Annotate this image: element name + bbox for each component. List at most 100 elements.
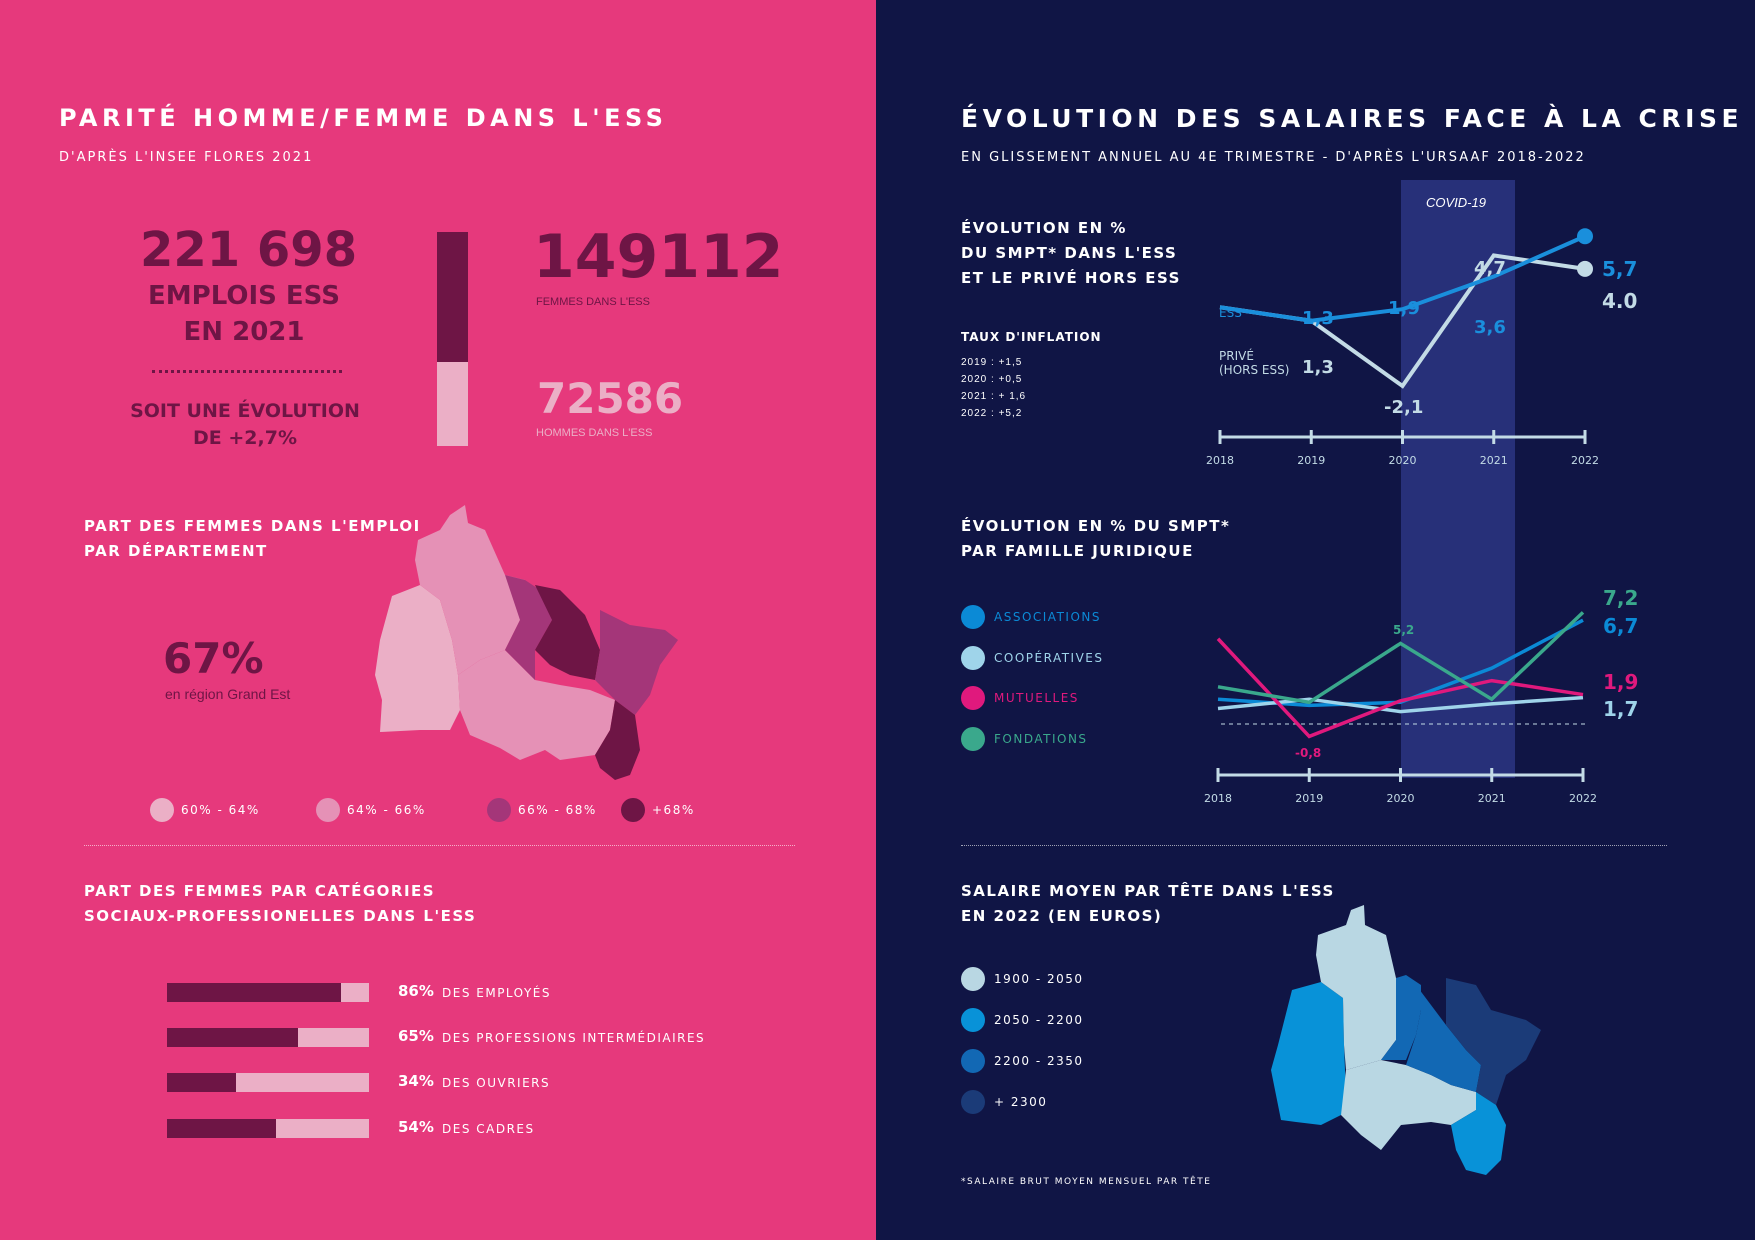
chart1-x-tick-label: 2021 (1480, 454, 1508, 467)
covid-label: COVID-19 (1426, 195, 1486, 210)
sal-region-moselle (1446, 978, 1541, 1105)
chart2-x-tick-label: 2018 (1204, 792, 1232, 805)
chart2-val-mut-2022: 1,9 (1603, 670, 1638, 694)
chart2-x-tick-label: 2022 (1569, 792, 1597, 805)
chart1-label-prive-2: (HORS ESS) (1219, 363, 1289, 377)
women-percent: 67% (163, 634, 264, 683)
chart1-val-prive-2022: 4.0 (1602, 289, 1637, 313)
chart2-val-coop-2022: 1,7 (1603, 697, 1638, 721)
fam-legend-coop: COOPÉRATIVES (994, 651, 1104, 665)
sal-region-marne (1271, 982, 1346, 1125)
emplois-label-2: EN 2021 (183, 317, 305, 347)
left-divider (84, 845, 795, 846)
csp-bar-pct: 34% (398, 1072, 434, 1090)
fam-legend-dot-coop (961, 646, 985, 670)
chart1-x-tick-label: 2019 (1297, 454, 1325, 467)
fam-legend-fond: FONDATIONS (994, 732, 1088, 746)
hommes-bar (437, 362, 468, 446)
salaires-title: ÉVOLUTION DES SALAIRES FACE À LA CRISE (961, 104, 1744, 133)
map-region-aube-haute-marne (458, 650, 615, 760)
inflation-2022: 2022 : +5,2 (961, 408, 1023, 419)
csp-bar-fill (167, 1119, 276, 1138)
sal-region-ardennes (1316, 905, 1406, 1070)
map-region-ardennes (415, 505, 525, 675)
csp-bar-fill (167, 1073, 236, 1092)
csp-bar-pct: 54% (398, 1118, 434, 1136)
legend-dot-3 (487, 798, 511, 822)
fam-legend-dot-assoc (961, 605, 985, 629)
evolution-line-1: SOIT UNE ÉVOLUTION (130, 400, 360, 422)
fam-legend-assoc: ASSOCIATIONS (994, 610, 1101, 624)
chart1-val-prive-2020: -2,1 (1384, 397, 1423, 418)
chart2-line-mutuelles (1216, 637, 1584, 739)
parite-panel: PARITÉ HOMME/FEMME DANS L'ESS D'APRÈS L'… (0, 0, 876, 1240)
sal-region-meuse (1381, 975, 1421, 1060)
femmes-bar (437, 232, 468, 362)
chart2-x-tick-label: 2019 (1295, 792, 1323, 805)
salaire-map-title-2: EN 2022 (EN EUROS) (961, 907, 1163, 925)
chart1-x-tick-label: 2020 (1389, 454, 1417, 467)
legend-dot-2 (316, 798, 340, 822)
emplois-number: 221 698 (140, 222, 358, 278)
chart2-x-tick-label: 2021 (1478, 792, 1506, 805)
map-region-moselle (595, 610, 678, 715)
map-region-marne (375, 585, 460, 732)
chart1-val-prive-2019: 1,3 (1302, 357, 1334, 378)
csp-bar-pct: 86% (398, 982, 434, 1000)
sal-legend-dot-3 (961, 1049, 985, 1073)
sal-legend-dot-4 (961, 1090, 985, 1114)
legend-label-4: +68% (652, 803, 695, 817)
sal-legend-dot-1 (961, 967, 985, 991)
legend-label-2: 64% - 66% (347, 803, 426, 817)
parite-title: PARITÉ HOMME/FEMME DANS L'ESS (59, 104, 668, 132)
dotted-separator (152, 370, 342, 373)
sal-legend-2: 2050 - 2200 (994, 1013, 1084, 1027)
chart1-title-2: DU SMPT* DANS L'ESS (961, 244, 1178, 262)
inflation-2021: 2021 : + 1,6 (961, 391, 1027, 402)
chart1-val-ess-2020: 1,9 (1388, 298, 1420, 319)
csp-title-1: PART DES FEMMES PAR CATÉGORIES (84, 882, 436, 900)
legend-label-3: 66% - 68% (518, 803, 597, 817)
right-divider (961, 845, 1667, 846)
chart1-ess-endpoint (1577, 228, 1593, 245)
csp-title-2: SOCIAUX-PROFESSIONELLES DANS L'ESS (84, 907, 477, 925)
fam-legend-mut: MUTUELLES (994, 691, 1079, 705)
salaires-panel: ÉVOLUTION DES SALAIRES FACE À LA CRISE E… (876, 0, 1755, 1240)
legend-label-1: 60% - 64% (181, 803, 260, 817)
chart2-val-assoc-2022: 6,7 (1603, 614, 1638, 638)
csp-bar-label: DES EMPLOYÉS (442, 986, 552, 1000)
sal-region-meurthe (1406, 985, 1481, 1092)
csp-bar-label: DES CADRES (442, 1122, 535, 1136)
chart-smpt-ess: 2018 2019 2020 2021 2022 ESS PRIVÉ (HORS ESS… (1206, 228, 1637, 467)
salaire-map (1271, 905, 1541, 1175)
chart2-val-fond-2022: 7,2 (1603, 586, 1638, 610)
sal-legend-4: + 2300 (994, 1095, 1048, 1109)
map-women-title-2: PAR DÉPARTEMENT (84, 542, 268, 560)
legend-dot-1 (150, 798, 174, 822)
inflation-2020: 2020 : +0,5 (961, 374, 1023, 385)
chart1-title-1: ÉVOLUTION EN % (961, 219, 1127, 237)
legend-dot-4 (621, 798, 645, 822)
inflation-2019: 2019 : +1,5 (961, 357, 1023, 368)
chart1-val-ess-2019: 1,3 (1302, 308, 1334, 329)
chart1-label-ess: ESS (1219, 306, 1242, 320)
map-region-alsace (595, 700, 640, 780)
fam-legend-dot-fond (961, 727, 985, 751)
map-women-title-1: PART DES FEMMES DANS L'EMPLOI (84, 517, 421, 535)
chart1-title-3: ET LE PRIVÉ HORS ESS (961, 269, 1181, 287)
chart2-title-1: ÉVOLUTION EN % DU SMPT* (961, 517, 1231, 535)
map-region-meurthe (535, 585, 600, 680)
hommes-number: 72586 (537, 374, 684, 423)
sal-region-aube (1341, 1060, 1476, 1150)
chart1-x-tick-label: 2022 (1571, 454, 1599, 467)
femmes-label: FEMMES DANS L'ESS (536, 296, 650, 308)
chart2-val-mut-2019: -0,8 (1295, 746, 1321, 760)
sal-legend-3: 2200 - 2350 (994, 1054, 1084, 1068)
inflation-title: TAUX D'INFLATION (961, 330, 1102, 344)
chart1-val-prive-2021: 4,7 (1474, 258, 1506, 279)
women-percent-label: en région Grand Est (165, 686, 291, 702)
csp-bar-label: DES PROFESSIONS INTERMÉDIAIRES (442, 1031, 706, 1045)
sal-region-alsace (1451, 1092, 1506, 1175)
csp-bar-fill (167, 1028, 298, 1047)
salaire-footnote: *SALAIRE BRUT MOYEN MENSUEL PAR TÊTE (961, 1177, 1212, 1187)
